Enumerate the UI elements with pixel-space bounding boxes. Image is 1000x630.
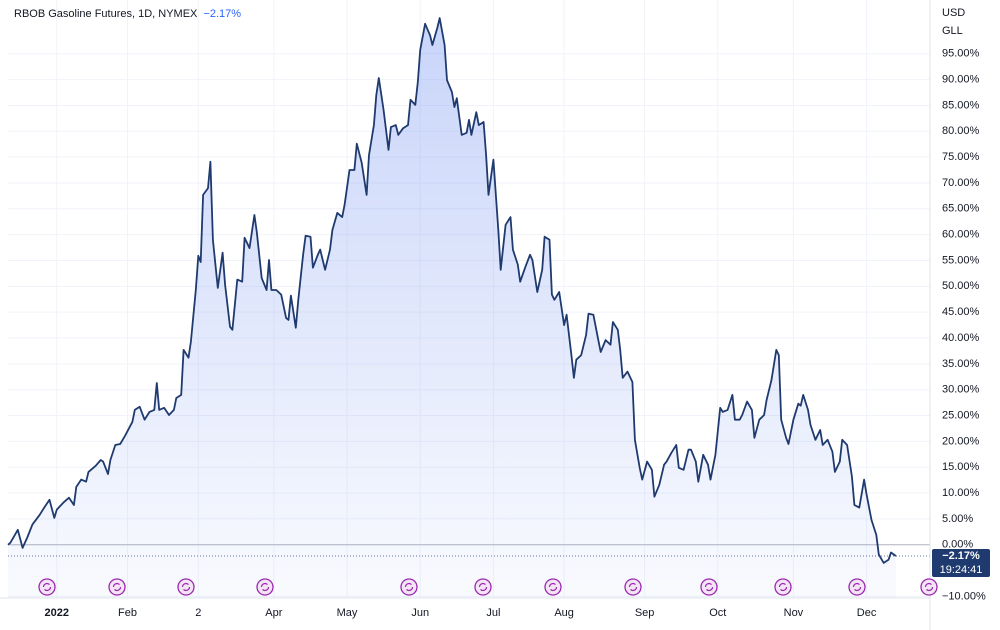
y-tick-label: 90.00% xyxy=(942,74,980,86)
y-tick-label: 0.00% xyxy=(942,539,973,551)
price-line xyxy=(7,17,897,564)
event-icon-glyph xyxy=(260,582,270,592)
time-label: 19:24:41 xyxy=(940,564,983,576)
event-icon-glyph xyxy=(404,582,414,592)
x-tick-label: Nov xyxy=(784,607,804,619)
x-tick-label: May xyxy=(337,607,358,619)
event-icon-glyph xyxy=(628,582,638,592)
x-tick-label: Aug xyxy=(554,607,574,619)
event-icon xyxy=(177,578,195,596)
x-tick-label: Sep xyxy=(635,607,655,619)
event-icon-glyph xyxy=(778,582,788,592)
last-value-label: −2.17% xyxy=(942,550,980,562)
event-icon-glyph xyxy=(548,582,558,592)
y-tick-label: 60.00% xyxy=(942,229,980,241)
event-icon xyxy=(920,578,938,596)
event-icon xyxy=(624,578,642,596)
area-fill xyxy=(8,18,896,599)
event-icon-glyph xyxy=(478,582,488,592)
change-label: −2.17% xyxy=(203,8,241,20)
event-icon-glyph xyxy=(704,582,714,592)
event-icon-glyph xyxy=(42,582,52,592)
y-tick-label: 40.00% xyxy=(942,332,980,344)
y-tick-label: 75.00% xyxy=(942,151,980,163)
y-tick-label: 80.00% xyxy=(942,125,980,137)
y-tick-label: 20.00% xyxy=(942,435,980,447)
symbol-title: RBOB Gasoline Futures, 1D, NYMEX xyxy=(14,8,198,20)
x-tick-label: Dec xyxy=(857,607,877,619)
y-tick-label: 5.00% xyxy=(942,513,973,525)
event-icon xyxy=(108,578,126,596)
plot xyxy=(7,17,930,599)
x-tick-label: 2022 xyxy=(45,607,69,619)
y-tick-label: 70.00% xyxy=(942,177,980,189)
y-tick-label: 85.00% xyxy=(942,99,980,111)
y-tick-label: 15.00% xyxy=(942,461,980,473)
unit-label: GLL xyxy=(942,25,963,37)
x-tick-label: Jul xyxy=(486,607,500,619)
x-tick-label: Apr xyxy=(265,607,282,619)
y-tick-label: 55.00% xyxy=(942,254,980,266)
x-tick-label: Oct xyxy=(709,607,726,619)
event-icon xyxy=(774,578,792,596)
header: RBOB Gasoline Futures, 1D, NYMEX −2.17% xyxy=(14,8,241,20)
unit-label: USD xyxy=(942,7,965,19)
event-icon-glyph xyxy=(112,582,122,592)
y-tick-label: 25.00% xyxy=(942,409,980,421)
y-tick-label: 45.00% xyxy=(942,306,980,318)
event-icon xyxy=(544,578,562,596)
event-icon xyxy=(38,578,56,596)
x-tick-label: Feb xyxy=(118,607,137,619)
event-icon xyxy=(848,578,866,596)
event-icon-glyph xyxy=(924,582,934,592)
y-tick-label: 10.00% xyxy=(942,487,980,499)
event-icon-glyph xyxy=(852,582,862,592)
y-tick-label: 50.00% xyxy=(942,280,980,292)
y-tick-label: 65.00% xyxy=(942,203,980,215)
event-icon-glyph xyxy=(181,582,191,592)
event-icon xyxy=(400,578,418,596)
event-icon xyxy=(700,578,718,596)
event-icon xyxy=(474,578,492,596)
event-icon xyxy=(256,578,274,596)
x-tick-label: 2 xyxy=(195,607,201,619)
y-tick-label: −10.00% xyxy=(942,590,986,602)
last-value-tag xyxy=(932,548,990,577)
x-tick-label: Jun xyxy=(411,607,429,619)
y-tick-label: 35.00% xyxy=(942,358,980,370)
y-tick-label: 95.00% xyxy=(942,48,980,60)
y-tick-label: 30.00% xyxy=(942,384,980,396)
